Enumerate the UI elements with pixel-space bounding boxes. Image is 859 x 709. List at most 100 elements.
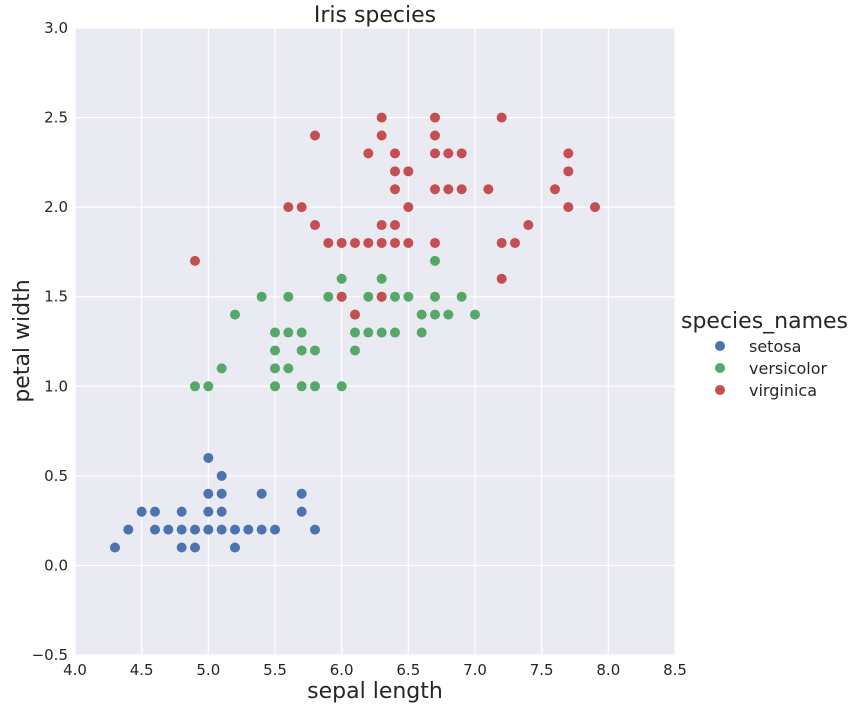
- data-point: [390, 148, 400, 159]
- legend-title: species_names: [681, 309, 848, 334]
- legend-marker-virginica: [715, 385, 725, 395]
- data-point: [376, 130, 387, 141]
- data-point: [190, 381, 200, 392]
- data-point: [376, 237, 387, 248]
- data-point: [310, 345, 320, 356]
- data-point: [350, 237, 360, 248]
- legend-marker-versicolor: [715, 363, 725, 373]
- data-point: [190, 255, 200, 266]
- data-point: [376, 273, 387, 284]
- data-point: [216, 470, 227, 481]
- grid: [74, 27, 676, 656]
- data-point: [323, 291, 334, 302]
- data-point: [430, 184, 440, 195]
- series-setosa: [110, 452, 320, 553]
- y-tick-label: 2.5: [44, 109, 68, 127]
- data-point: [563, 166, 574, 177]
- data-point: [350, 327, 360, 338]
- data-point: [296, 345, 307, 356]
- data-point: [376, 112, 387, 123]
- data-point: [390, 166, 400, 177]
- data-point: [190, 524, 200, 535]
- data-points: [110, 112, 600, 553]
- data-point: [430, 112, 440, 123]
- legend-marker-setosa: [715, 341, 725, 351]
- data-point: [230, 309, 240, 320]
- data-point: [176, 542, 187, 553]
- legend-label-setosa: setosa: [749, 337, 801, 356]
- data-point: [203, 506, 214, 517]
- data-point: [176, 506, 187, 517]
- data-point: [296, 202, 307, 213]
- data-point: [310, 524, 320, 535]
- data-point: [363, 327, 374, 338]
- data-point: [350, 309, 360, 320]
- x-tick-labels: 4.0 4.5 5.0 5.5 6.0 6.5 7.0 7.5 8.0 8.5: [63, 661, 687, 679]
- data-point: [430, 291, 440, 302]
- data-point: [216, 488, 227, 499]
- data-point: [190, 542, 200, 553]
- data-point: [403, 237, 414, 248]
- plot-area: [75, 28, 675, 655]
- data-point: [376, 327, 387, 338]
- data-point: [496, 273, 507, 284]
- data-point: [203, 381, 214, 392]
- data-point: [110, 542, 120, 553]
- data-point: [456, 148, 467, 159]
- data-point: [243, 524, 254, 535]
- data-point: [430, 255, 440, 266]
- data-point: [136, 506, 147, 517]
- data-point: [203, 452, 214, 463]
- data-point: [270, 363, 280, 374]
- series-versicolor: [190, 255, 480, 392]
- data-point: [590, 202, 600, 213]
- data-point: [510, 237, 520, 248]
- data-point: [323, 237, 334, 248]
- data-point: [390, 327, 400, 338]
- data-point: [296, 327, 307, 338]
- data-point: [283, 327, 294, 338]
- data-point: [496, 237, 507, 248]
- data-point: [363, 148, 374, 159]
- data-point: [336, 237, 347, 248]
- data-point: [216, 524, 227, 535]
- data-point: [283, 291, 294, 302]
- data-point: [230, 542, 240, 553]
- x-tick-label: 8.0: [596, 661, 620, 679]
- data-point: [416, 327, 427, 338]
- data-point: [403, 291, 414, 302]
- data-point: [270, 524, 280, 535]
- data-point: [443, 309, 454, 320]
- legend: species_names setosa versicolor virginica: [681, 309, 848, 400]
- data-point: [430, 148, 440, 159]
- y-tick-label: 0.5: [44, 467, 68, 485]
- legend-label-virginica: virginica: [749, 381, 817, 400]
- data-point: [456, 291, 467, 302]
- data-point: [363, 237, 374, 248]
- data-point: [296, 488, 307, 499]
- x-tick-label: 6.0: [330, 661, 354, 679]
- x-tick-label: 7.0: [463, 661, 487, 679]
- x-tick-label: 7.5: [530, 661, 554, 679]
- data-point: [563, 202, 574, 213]
- data-point: [390, 220, 400, 231]
- data-point: [283, 363, 294, 374]
- chart-title: Iris species: [314, 3, 436, 28]
- data-point: [376, 220, 387, 231]
- data-point: [563, 148, 574, 159]
- y-tick-label: 3.0: [44, 19, 68, 37]
- y-tick-label: 1.0: [44, 377, 68, 395]
- series-virginica: [190, 112, 600, 320]
- data-point: [150, 524, 160, 535]
- x-axis-label: sepal length: [307, 679, 443, 704]
- data-point: [270, 381, 280, 392]
- data-point: [376, 291, 387, 302]
- data-point: [496, 112, 507, 123]
- y-tick-label: 2.0: [44, 198, 68, 216]
- data-point: [283, 202, 294, 213]
- data-point: [523, 220, 534, 231]
- data-point: [203, 488, 214, 499]
- data-point: [310, 381, 320, 392]
- data-point: [296, 381, 307, 392]
- data-point: [310, 220, 320, 231]
